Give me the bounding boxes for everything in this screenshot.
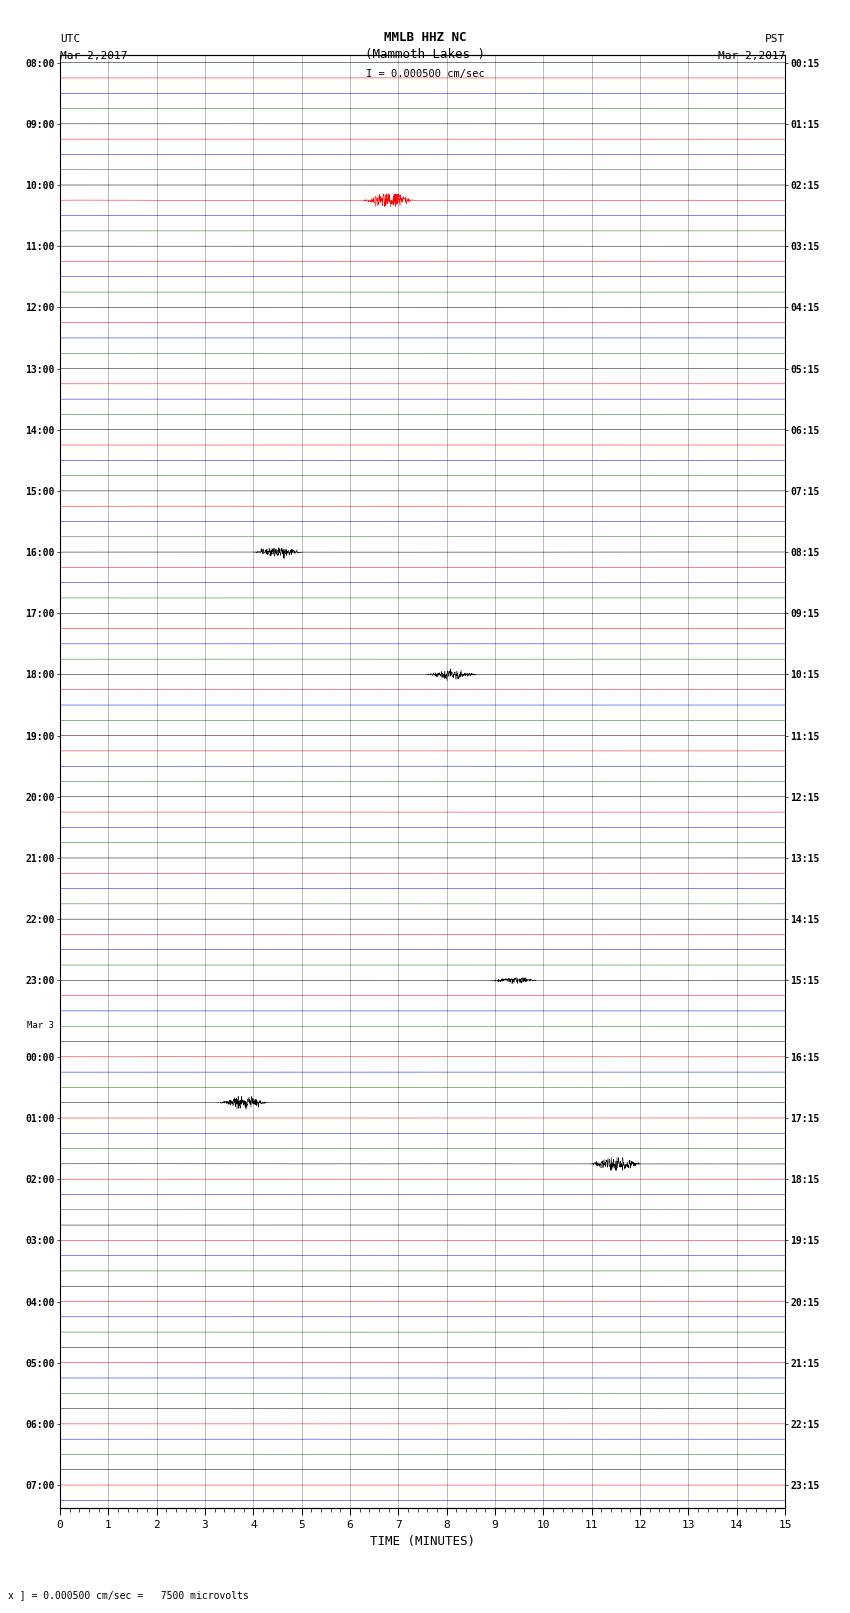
X-axis label: TIME (MINUTES): TIME (MINUTES) — [370, 1536, 475, 1548]
Text: Mar 3: Mar 3 — [27, 1021, 54, 1029]
Text: x ] = 0.000500 cm/sec =   7500 microvolts: x ] = 0.000500 cm/sec = 7500 microvolts — [8, 1590, 249, 1600]
Text: UTC: UTC — [60, 34, 80, 44]
Text: PST: PST — [765, 34, 785, 44]
Text: MMLB HHZ NC: MMLB HHZ NC — [383, 31, 467, 44]
Text: I = 0.000500 cm/sec: I = 0.000500 cm/sec — [366, 69, 484, 79]
Text: Mar 2,2017: Mar 2,2017 — [717, 52, 785, 61]
Text: (Mammoth Lakes ): (Mammoth Lakes ) — [365, 48, 485, 61]
Text: Mar 2,2017: Mar 2,2017 — [60, 52, 128, 61]
